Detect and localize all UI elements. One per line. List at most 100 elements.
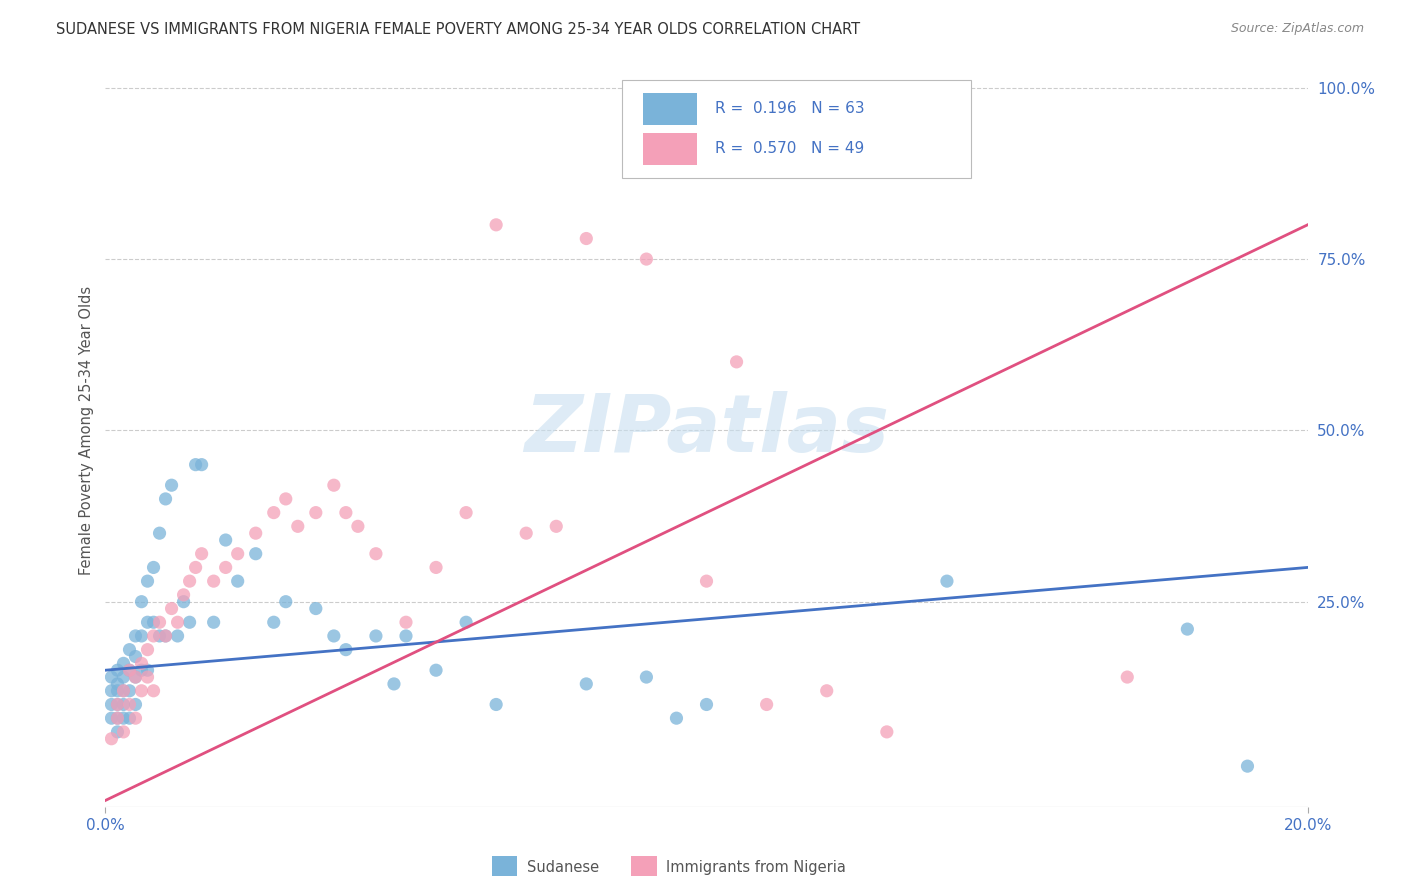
Point bbox=[755, 698, 778, 712]
Point bbox=[485, 218, 508, 232]
Point bbox=[160, 478, 183, 492]
Point bbox=[112, 683, 135, 698]
Point bbox=[142, 615, 165, 630]
Point bbox=[364, 547, 387, 561]
Point bbox=[118, 698, 141, 712]
Point bbox=[136, 642, 159, 657]
Point bbox=[131, 663, 153, 677]
Text: R =  0.196   N = 63: R = 0.196 N = 63 bbox=[714, 102, 865, 117]
Point bbox=[454, 506, 477, 520]
Point bbox=[118, 711, 141, 725]
Point bbox=[118, 683, 141, 698]
Point bbox=[179, 615, 201, 630]
Point bbox=[322, 478, 344, 492]
Point bbox=[287, 519, 309, 533]
Point bbox=[131, 657, 153, 671]
Point bbox=[190, 458, 212, 472]
Point bbox=[118, 642, 141, 657]
Point bbox=[166, 629, 188, 643]
Point bbox=[112, 724, 135, 739]
Point bbox=[395, 615, 418, 630]
Point bbox=[148, 629, 170, 643]
Point bbox=[124, 711, 146, 725]
Point bbox=[107, 724, 129, 739]
Point bbox=[395, 629, 418, 643]
Point bbox=[226, 547, 249, 561]
Point bbox=[347, 519, 370, 533]
Point bbox=[305, 601, 328, 615]
Point bbox=[166, 615, 188, 630]
Point bbox=[112, 670, 135, 684]
Text: R =  0.570   N = 49: R = 0.570 N = 49 bbox=[714, 141, 865, 156]
Point bbox=[936, 574, 959, 589]
Point bbox=[263, 506, 285, 520]
Point bbox=[226, 574, 249, 589]
Point bbox=[107, 698, 129, 712]
Point bbox=[107, 698, 129, 712]
Point bbox=[155, 629, 177, 643]
Point bbox=[575, 677, 598, 691]
Point bbox=[696, 698, 718, 712]
Point bbox=[364, 629, 387, 643]
Point bbox=[575, 231, 598, 245]
Point bbox=[136, 670, 159, 684]
Point bbox=[184, 458, 207, 472]
Point bbox=[107, 663, 129, 677]
Point bbox=[107, 677, 129, 691]
Point bbox=[112, 698, 135, 712]
Point bbox=[322, 629, 344, 643]
Point bbox=[124, 649, 146, 664]
Y-axis label: Female Poverty Among 25-34 Year Olds: Female Poverty Among 25-34 Year Olds bbox=[79, 285, 94, 575]
Point bbox=[546, 519, 568, 533]
Point bbox=[131, 683, 153, 698]
Point bbox=[636, 670, 658, 684]
Text: Sudanese: Sudanese bbox=[527, 860, 599, 874]
Bar bbox=[643, 93, 697, 125]
Point bbox=[335, 506, 357, 520]
Point bbox=[202, 574, 225, 589]
Point bbox=[1116, 670, 1139, 684]
Point bbox=[124, 670, 146, 684]
Point bbox=[382, 677, 405, 691]
Point bbox=[425, 663, 447, 677]
Point bbox=[160, 601, 183, 615]
Point bbox=[274, 595, 297, 609]
Point bbox=[136, 615, 159, 630]
Point bbox=[112, 683, 135, 698]
Point bbox=[179, 574, 201, 589]
Point bbox=[515, 526, 537, 541]
Point bbox=[131, 595, 153, 609]
Text: Immigrants from Nigeria: Immigrants from Nigeria bbox=[666, 860, 846, 874]
Point bbox=[665, 711, 688, 725]
Point bbox=[485, 698, 508, 712]
Point bbox=[107, 711, 129, 725]
Point bbox=[184, 560, 207, 574]
Point bbox=[245, 547, 267, 561]
Point bbox=[245, 526, 267, 541]
Point bbox=[142, 560, 165, 574]
Point bbox=[107, 683, 129, 698]
Point bbox=[876, 724, 898, 739]
Text: SUDANESE VS IMMIGRANTS FROM NIGERIA FEMALE POVERTY AMONG 25-34 YEAR OLDS CORRELA: SUDANESE VS IMMIGRANTS FROM NIGERIA FEMA… bbox=[56, 22, 860, 37]
Point bbox=[118, 663, 141, 677]
Point bbox=[100, 698, 122, 712]
Point bbox=[454, 615, 477, 630]
Point bbox=[142, 683, 165, 698]
Point bbox=[202, 615, 225, 630]
Point bbox=[100, 683, 122, 698]
Point bbox=[636, 252, 658, 266]
Point bbox=[263, 615, 285, 630]
Point bbox=[118, 663, 141, 677]
Text: ZIPatlas: ZIPatlas bbox=[524, 392, 889, 469]
Point bbox=[696, 574, 718, 589]
Point bbox=[100, 731, 122, 746]
Point bbox=[100, 711, 122, 725]
Point bbox=[136, 574, 159, 589]
Point bbox=[725, 355, 748, 369]
Point bbox=[274, 491, 297, 506]
Point bbox=[815, 683, 838, 698]
Point bbox=[305, 506, 328, 520]
Point bbox=[425, 560, 447, 574]
Point bbox=[107, 711, 129, 725]
Point bbox=[100, 670, 122, 684]
